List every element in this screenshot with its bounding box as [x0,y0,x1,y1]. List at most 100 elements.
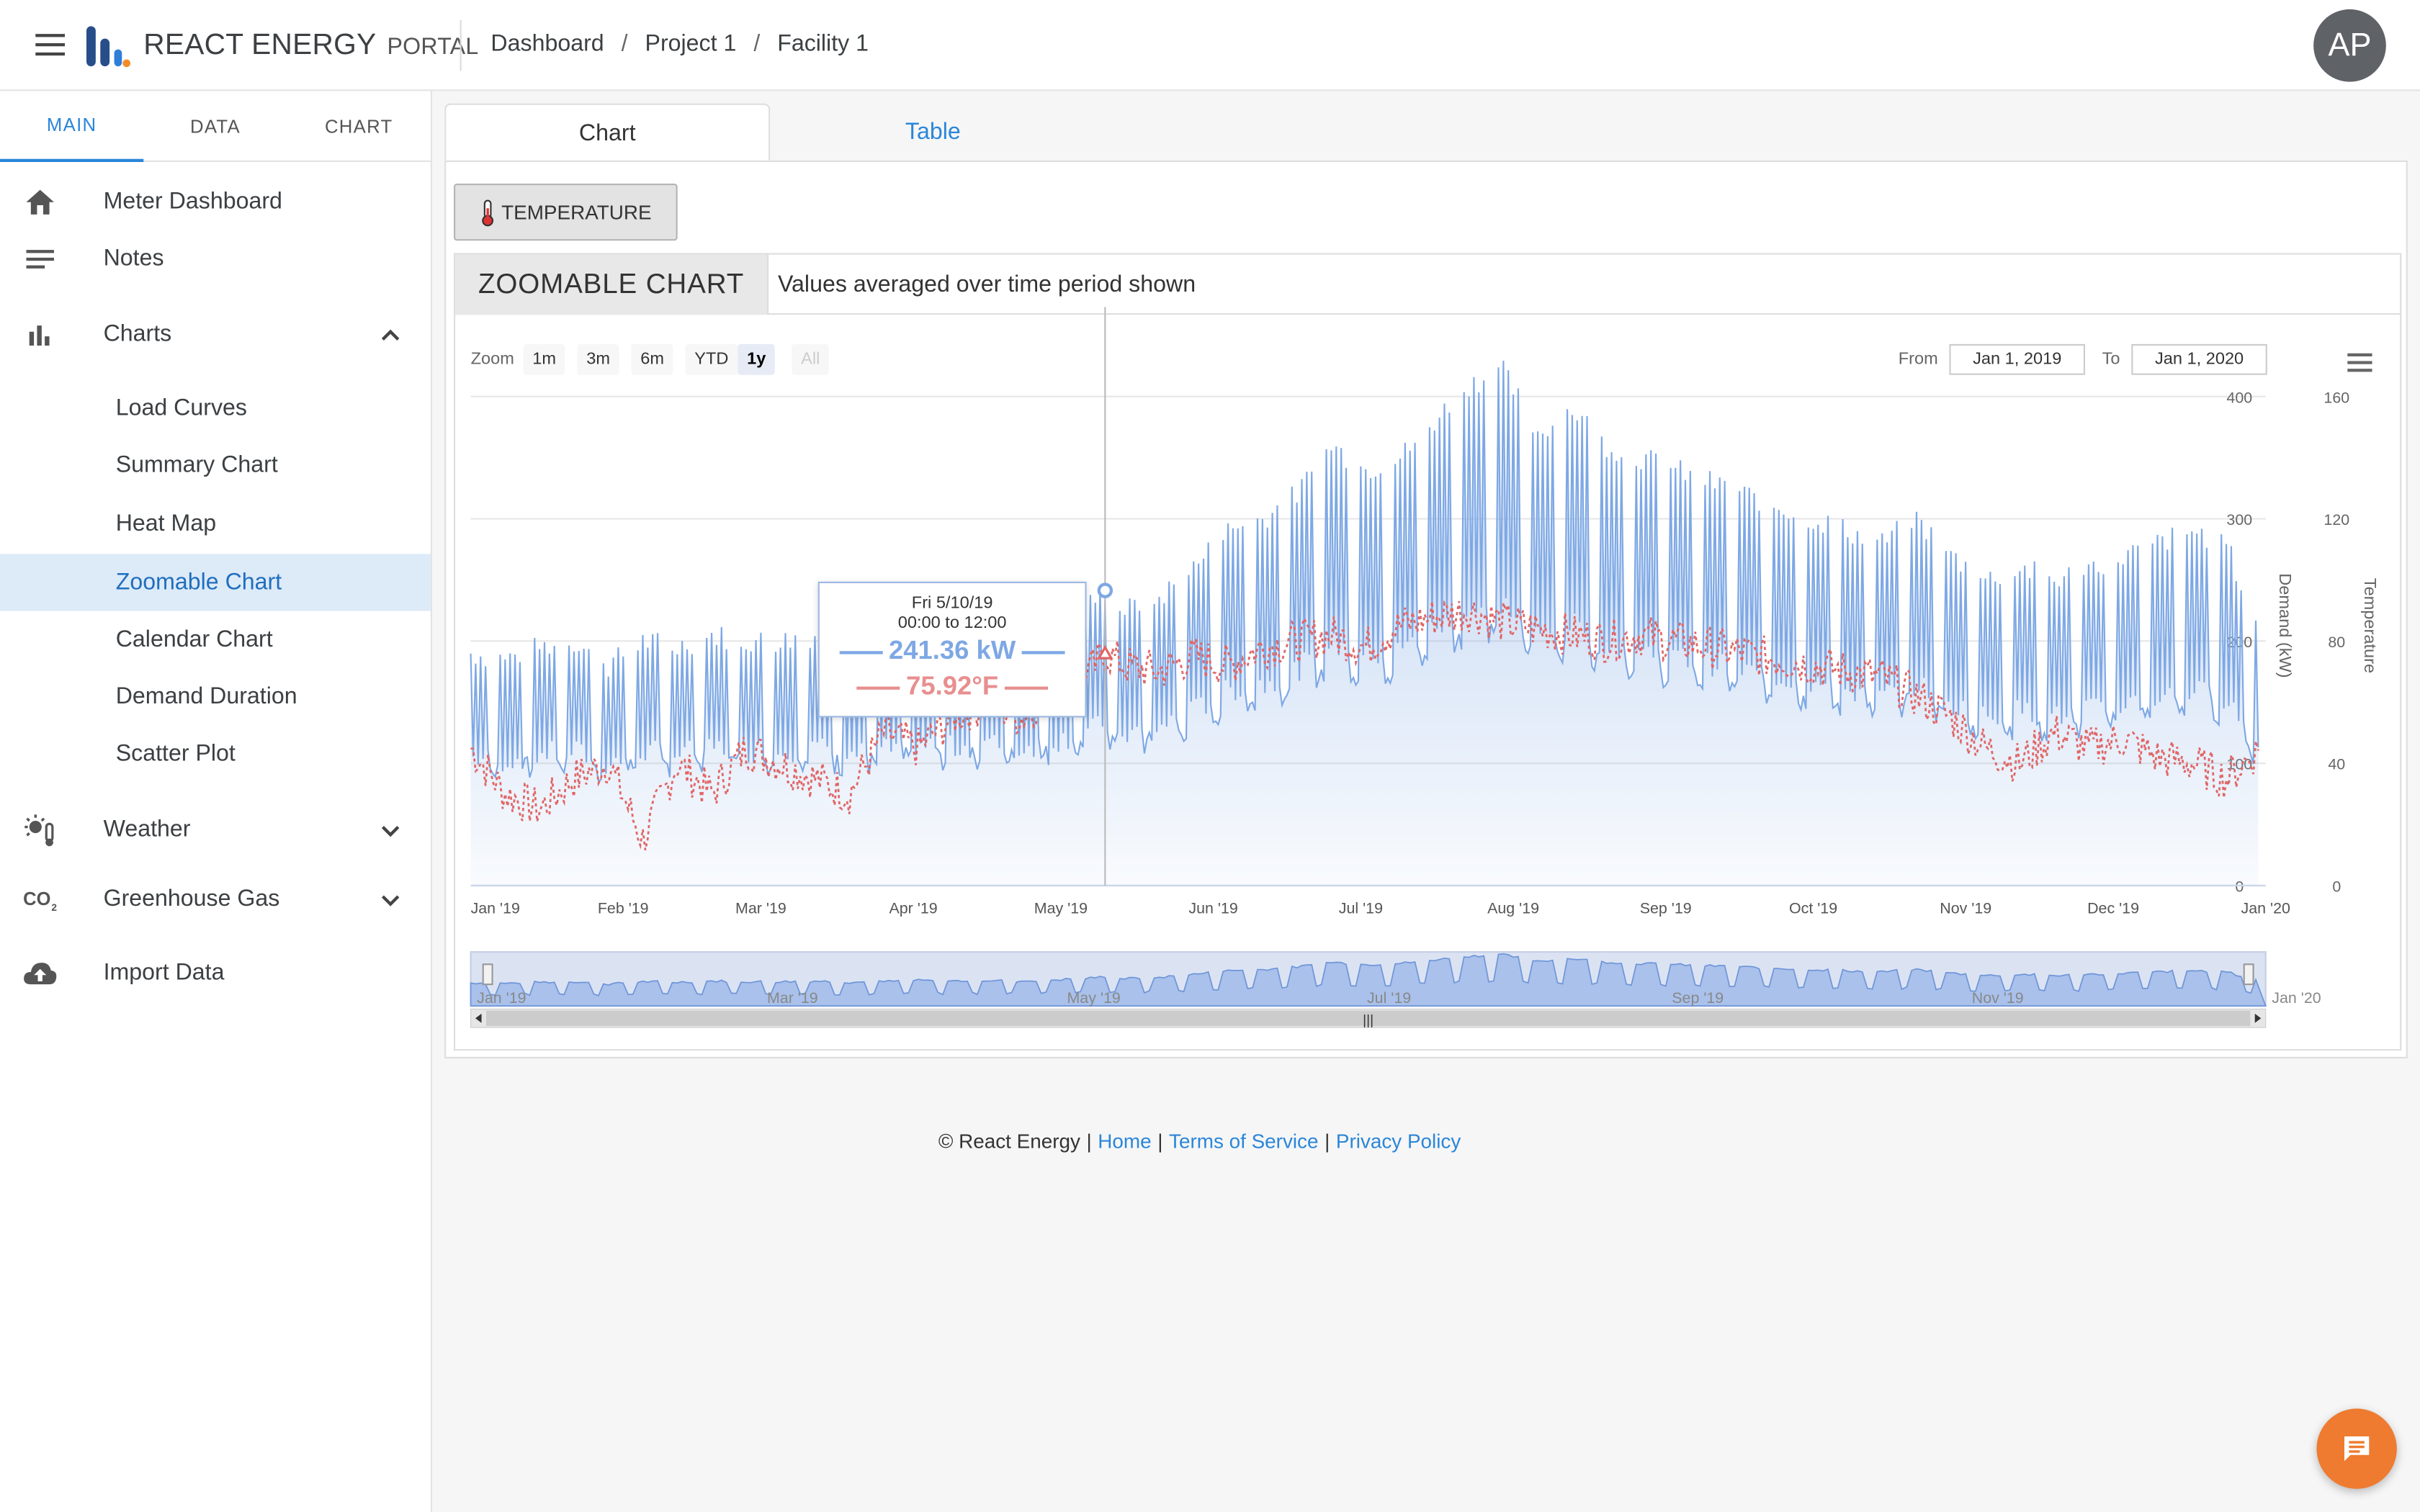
sidebar-item-label: Notes [103,245,164,272]
zoom-3m-button[interactable]: 3m [577,343,619,375]
x-tick-label: Jan '20 [2241,900,2290,917]
breadcrumb-dashboard[interactable]: Dashboard [490,30,604,58]
export-menu-icon[interactable] [2347,353,2372,372]
tab-table[interactable]: Table [905,119,961,145]
sidebar-item-weather[interactable]: Weather [0,801,431,858]
y-tick-label-temperature: 40 [2328,756,2345,773]
top-app-bar: REACT ENERGY PORTAL Dashboard / Project … [0,0,2420,91]
chat-icon [2344,1436,2370,1462]
sidebar-item-zoomable-chart[interactable]: Zoomable Chart [0,554,431,611]
navigator-handle-left[interactable] [482,963,493,986]
breadcrumb-separator: / [753,30,761,58]
cloud-upload-icon [23,956,57,990]
footer-link-home[interactable]: Home [1098,1129,1152,1153]
sidebar-tab-main[interactable]: MAIN [0,91,144,162]
chart-tooltip: Fri 5/10/19 00:00 to 12:00 241.36 kW 75.… [817,581,1087,718]
x-tick-label: Apr '19 [889,900,937,917]
thermometer-icon [481,199,493,226]
scrollbar-right-arrow-icon[interactable] [2254,1013,2262,1023]
series-line-temperature[interactable] [470,600,2259,851]
sidebar-item-heat-map[interactable]: Heat Map [0,495,431,552]
svg-text:CO: CO [23,888,50,909]
breadcrumb: Dashboard / Project 1 / Facility 1 [490,31,869,57]
zoom-1y-button[interactable]: 1y [738,343,776,375]
zoom-all-button[interactable]: All [792,343,830,375]
to-date-input[interactable]: Jan 1, 2020 [2131,343,2267,375]
react-energy-logo [86,26,131,68]
chart-plot[interactable]: 010020030040004080120160Demand (kW)Tempe… [455,255,2400,1050]
sidebar-item-import-data[interactable]: Import Data [0,944,431,1001]
footer-link-privacy[interactable]: Privacy Policy [1335,1129,1461,1153]
scrollbar-grip-icon: ||| [1363,1013,1373,1028]
sidebar-tab-chart[interactable]: CHART [324,115,393,138]
app-name: REACT ENERGY [143,29,376,62]
sidebar-item-label: Greenhouse Gas [103,886,280,912]
tooltip-range: 00:00 to 12:00 [897,613,1007,633]
zoom-1m-button[interactable]: 1m [523,343,565,375]
zoom-6m-button[interactable]: 6m [631,343,673,375]
sidebar-item-label: Heat Map [115,510,217,537]
app-title: REACT ENERGY PORTAL [143,30,478,63]
breadcrumb-project[interactable]: Project 1 [645,30,737,58]
avatar[interactable]: AP [2313,9,2386,82]
temperature-button-label: TEMPERATURE [501,200,652,224]
sidebar-tabs: MAIN DATA CHART [0,91,431,162]
footer-separator: | [1325,1129,1330,1153]
tooltip-temperature: 75.92°F [820,671,1085,702]
chart-subtitle: Values averaged over time period shown [778,271,1196,298]
from-date-input[interactable]: Jan 1, 2019 [1949,343,2085,375]
chevron-down-icon[interactable] [380,888,401,909]
chat-button[interactable] [2316,1408,2397,1489]
x-tick-label: May '19 [1034,900,1088,917]
sidebar-item-label: Weather [103,816,191,842]
footer-separator: | [1086,1129,1092,1153]
y-axis-label-demand: Demand (kW) [2276,573,2295,678]
chart-title: ZOOMABLE CHART [455,254,769,315]
scrollbar-thumb[interactable] [486,1010,2251,1026]
sidebar-item-notes[interactable]: Notes [0,230,431,287]
x-tick-label: Aug '19 [1487,900,1539,917]
scrollbar-left-arrow-icon[interactable] [475,1013,482,1023]
home-icon [23,184,57,218]
tooltip-date: Fri 5/10/19 [911,594,993,613]
x-tick-label: Dec '19 [2087,900,2139,917]
navigator-tick-label: Sep '19 [1672,989,1724,1007]
sidebar-item-label: Charts [103,320,172,348]
breadcrumb-facility[interactable]: Facility 1 [777,30,869,58]
app-suffix: PORTAL [387,34,479,60]
chevron-down-icon[interactable] [380,819,401,840]
hamburger-icon[interactable] [35,32,65,57]
sidebar-item-label: Zoomable Chart [115,569,282,596]
sidebar-item-greenhouse-gas[interactable]: CO 2 Greenhouse Gas [0,870,431,927]
sidebar-item-label: Calendar Chart [115,626,273,653]
header-divider [460,19,462,71]
sidebar-item-label: Import Data [103,959,225,986]
sidebar: MAIN DATA CHART Meter Dashboard Notes Ch… [0,91,432,1512]
tooltip-temperature-value: 75.92°F [906,671,999,701]
to-label: To [2102,350,2120,369]
chart-panel: TEMPERATURE ZOOMABLE CHART Values averag… [444,160,2408,1058]
temperature-toggle-button[interactable]: TEMPERATURE [454,183,678,241]
sidebar-item-calendar-chart[interactable]: Calendar Chart [0,611,431,668]
sidebar-item-label: Meter Dashboard [103,188,282,215]
sidebar-item-demand-duration[interactable]: Demand Duration [0,668,431,725]
footer-link-terms[interactable]: Terms of Service [1169,1129,1319,1153]
y-tick-label-demand: 300 [2226,511,2252,528]
navigator-handle-right[interactable] [2243,963,2254,986]
sidebar-item-meter-dashboard[interactable]: Meter Dashboard [0,173,431,230]
tab-chart[interactable]: Chart [444,103,771,162]
sidebar-item-load-curves[interactable]: Load Curves [0,379,431,436]
y-tick-label-temperature: 0 [2332,878,2341,896]
sidebar-item-summary-chart[interactable]: Summary Chart [0,436,431,493]
chevron-up-icon[interactable] [380,323,401,345]
tooltip-demand: 241.36 kW [820,636,1085,667]
sidebar-item-scatter-plot[interactable]: Scatter Plot [0,725,431,782]
sidebar-item-charts[interactable]: Charts [0,305,431,362]
navigator-tick-label: Nov '19 [1972,989,2024,1007]
zoom-ytd-button[interactable]: YTD [685,343,738,375]
y-tick-label-temperature: 160 [2323,389,2349,406]
sidebar-tab-data[interactable]: DATA [189,115,241,138]
x-tick-label: Feb '19 [598,900,649,917]
crosshair-marker-temperature [1097,644,1113,660]
y-axis-label-temperature: Temperature [2361,578,2380,673]
